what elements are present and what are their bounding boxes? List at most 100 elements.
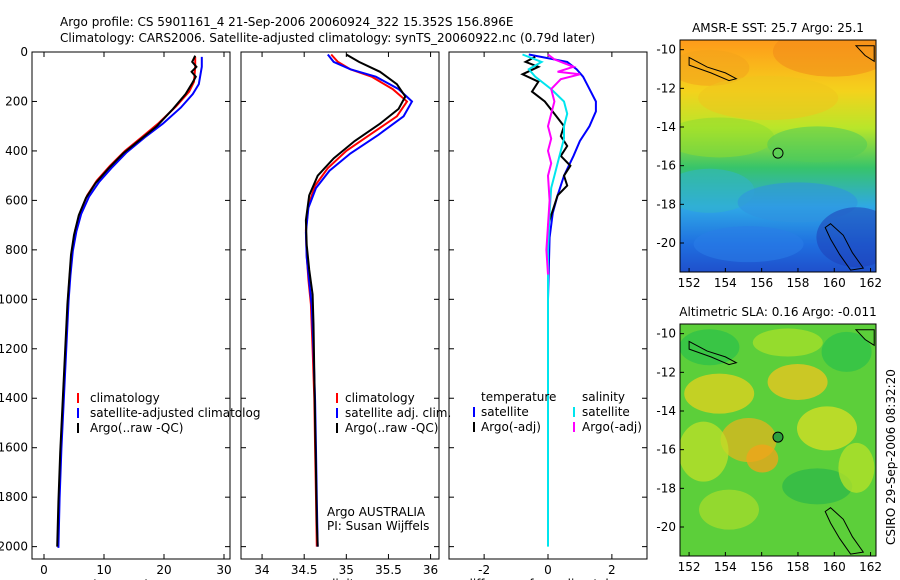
map-field [680, 40, 876, 272]
legend-label: Argo(..raw -QC) [345, 421, 438, 435]
x-tick-label: 152 [678, 560, 701, 574]
x-tick-label: 34 [254, 563, 269, 577]
y-tick-label: -20 [656, 520, 676, 534]
x-tick-label: 10 [96, 563, 111, 577]
coastline [854, 329, 875, 347]
y-tick-label: -16 [656, 443, 676, 457]
x-tick-label: 0 [544, 563, 552, 577]
temperature-panel: 0 10 20 30 temperature 0 200 400 600 800 1000 1200 1… [0, 45, 260, 580]
field-patch [821, 331, 872, 372]
field-patch [680, 117, 775, 158]
y-tick-label: 600 [5, 193, 28, 207]
annotation-text: Argo AUSTRALIA [327, 505, 426, 519]
field-patch [699, 489, 759, 530]
difference-panel: -2 0 2difference from climatology temperatu… [448, 51, 648, 580]
series-line [304, 53, 409, 547]
x-tick-label: 152 [678, 276, 701, 290]
plot-frame [31, 51, 231, 560]
y-tick-label: -12 [656, 365, 676, 379]
x-tick-label: 154 [714, 560, 737, 574]
x-tick-label: 160 [823, 560, 846, 574]
y-tick-label: -12 [656, 81, 676, 95]
salinity-panel: 34 34.5 35 35.5 36 salinity climatologysatelli… [240, 51, 451, 580]
x-tick-label: 156 [750, 276, 773, 290]
x-tick-label: 20 [156, 563, 171, 577]
x-tick-label: 158 [787, 560, 810, 574]
field-patch [782, 468, 853, 505]
series-line [528, 53, 597, 374]
argo-position-marker [772, 431, 784, 443]
x-tick-label: 30 [216, 563, 231, 577]
field-patch [737, 182, 858, 223]
figure-title-line1: Argo profile: CS 5901161_4 21-Sep-2006 2… [60, 15, 514, 29]
y-tick-label: 0 [20, 45, 28, 59]
series-line [56, 56, 197, 547]
y-tick-label: -10 [656, 327, 676, 341]
legend-label: satellite [481, 405, 529, 419]
map-title: AMSR-E SST: 25.7 Argo: 25.1 [692, 21, 864, 35]
y-tick-label: 1400 [0, 391, 28, 405]
field-patch [816, 207, 876, 268]
annotation-text: PI: Susan Wijffels [327, 519, 429, 533]
field-patch [752, 328, 823, 357]
field-patch [767, 126, 868, 163]
x-tick-label: 34.5 [291, 563, 318, 577]
x-tick-label: 162 [859, 560, 882, 574]
legend-title-salinity: salinity [582, 390, 625, 404]
side-timestamp-label: CSIRO 29-Sep-2006 08:32:20 [884, 369, 898, 545]
series-line [304, 53, 414, 547]
map-frame [679, 323, 877, 557]
y-tick-label: -20 [656, 236, 676, 250]
coastline [824, 507, 865, 555]
coastline [854, 45, 875, 63]
map-title: Altimetric SLA: 0.16 Argo: -0.011 [679, 305, 876, 319]
x-tick-label: 2 [608, 563, 616, 577]
field-patch [684, 373, 755, 414]
y-tick-label: -10 [656, 43, 676, 57]
x-tick-label: 154 [714, 276, 737, 290]
y-tick-label: 1800 [0, 490, 28, 504]
field-patch [797, 406, 857, 451]
y-tick-label: -16 [656, 159, 676, 173]
x-tick-label: 35.5 [375, 563, 402, 577]
legend-label: Argo(..raw -QC) [90, 421, 183, 435]
x-tick-label: 160 [823, 276, 846, 290]
legend-label: satellite [582, 405, 630, 419]
x-tick-label: 35 [339, 563, 354, 577]
y-tick-label: -14 [656, 120, 676, 134]
y-tick-label: -18 [656, 481, 676, 495]
y-tick-label: 800 [5, 243, 28, 257]
x-tick-label: 0 [40, 563, 48, 577]
series-line [56, 55, 198, 547]
sla-map-panel: Altimetric SLA: 0.16 Argo: -0.011 152 154 1… [656, 305, 882, 574]
series-line [57, 56, 203, 548]
x-axis-label: difference from climatology [465, 577, 631, 580]
y-tick-label: -14 [656, 404, 676, 418]
y-tick-label: 1600 [0, 441, 28, 455]
legend-label: climatology [90, 391, 160, 405]
x-tick-label: 36 [423, 563, 438, 577]
series-line [522, 53, 569, 547]
x-tick-label: -2 [478, 563, 490, 577]
legend-label: climatology [345, 391, 415, 405]
legend-label: Argo(-adj) [481, 420, 541, 434]
y-tick-label: 400 [5, 144, 28, 158]
coastline [688, 56, 738, 82]
field-patch [680, 168, 755, 213]
legend-title-temperature: temperature [481, 390, 556, 404]
field-patch [746, 444, 779, 473]
legend-label: satellite-adjusted climatolog [90, 406, 260, 420]
y-tick-label: 2000 [0, 540, 28, 554]
field-patch [838, 442, 875, 493]
x-tick-label: 158 [787, 276, 810, 290]
field-patch [772, 40, 876, 77]
y-tick-label: -18 [656, 197, 676, 211]
y-tick-label: 1000 [0, 292, 28, 306]
argo-position-marker [772, 147, 784, 159]
x-tick-label: 156 [750, 560, 773, 574]
field-patch [698, 76, 839, 120]
x-axis-label: salinity [318, 577, 361, 580]
legend-label: satellite adj. clim. [345, 406, 451, 420]
field-patch [680, 421, 729, 482]
